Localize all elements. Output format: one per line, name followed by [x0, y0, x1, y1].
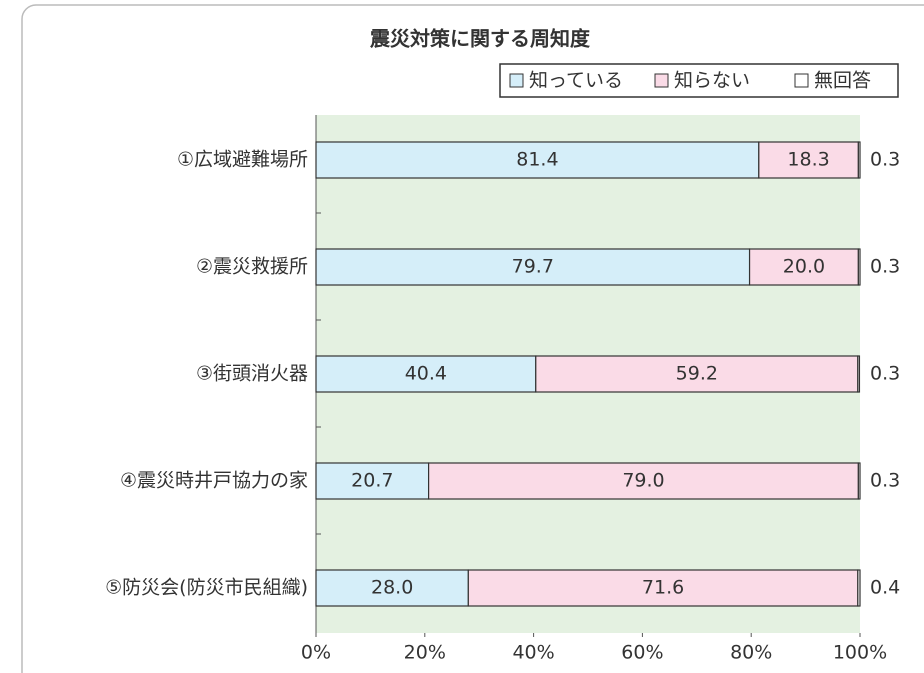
data-label: 28.0	[371, 577, 413, 599]
data-label: 0.3	[870, 256, 900, 278]
bar-segment	[857, 248, 861, 286]
bar-segment	[467, 569, 859, 607]
legend-box	[499, 63, 899, 98]
bar-segment	[758, 141, 859, 179]
frame	[21, 4, 924, 673]
data-label: 20.7	[351, 470, 393, 492]
data-label: 81.4	[516, 149, 558, 171]
legend-swatch	[509, 73, 524, 88]
data-label: 79.0	[622, 470, 664, 492]
x-tick-label: 40%	[512, 642, 554, 664]
legend-label: 知っている	[529, 70, 623, 92]
bar-segment	[315, 462, 430, 500]
legend-swatch	[794, 73, 809, 88]
x-tick-label: 100%	[833, 642, 887, 664]
bar-segment	[748, 248, 859, 286]
x-tick-label: 20%	[404, 642, 446, 664]
bar-segment	[315, 248, 751, 286]
data-label: 40.4	[405, 363, 447, 385]
legend-label: 知らない	[674, 70, 750, 92]
y-tick-label: ①広域避難場所	[177, 149, 308, 171]
bar-segment	[315, 355, 537, 393]
data-label: 0.3	[870, 363, 900, 385]
x-tick-label: 80%	[730, 642, 772, 664]
y-tick-label: ②震災救援所	[196, 256, 308, 278]
data-label: 0.4	[870, 577, 900, 599]
data-label: 0.3	[870, 149, 900, 171]
x-tick-label: 0%	[301, 642, 331, 664]
data-label: 59.2	[676, 363, 718, 385]
bar-segment	[428, 462, 859, 500]
y-tick-label: ③街頭消火器	[196, 363, 308, 385]
bar-segment	[857, 462, 861, 500]
legend-label: 無回答	[814, 70, 871, 92]
bar-segment	[535, 355, 859, 393]
bar-segment	[857, 355, 861, 393]
chart-title: 震災対策に関する周知度	[370, 27, 591, 51]
data-label: 71.6	[642, 577, 684, 599]
data-label: 0.3	[870, 470, 900, 492]
data-label: 18.3	[787, 149, 829, 171]
bar-segment	[315, 141, 760, 179]
y-tick-label: ④震災時井戸協力の家	[120, 470, 308, 492]
bar-segment	[857, 569, 861, 607]
bar-segment	[315, 569, 469, 607]
bar-segment	[857, 141, 861, 179]
legend-swatch	[654, 73, 669, 88]
data-label: 20.0	[783, 256, 825, 278]
data-label: 79.7	[512, 256, 554, 278]
x-tick-label: 60%	[621, 642, 663, 664]
y-tick-label: ⑤防災会(防災市民組織)	[105, 577, 308, 599]
